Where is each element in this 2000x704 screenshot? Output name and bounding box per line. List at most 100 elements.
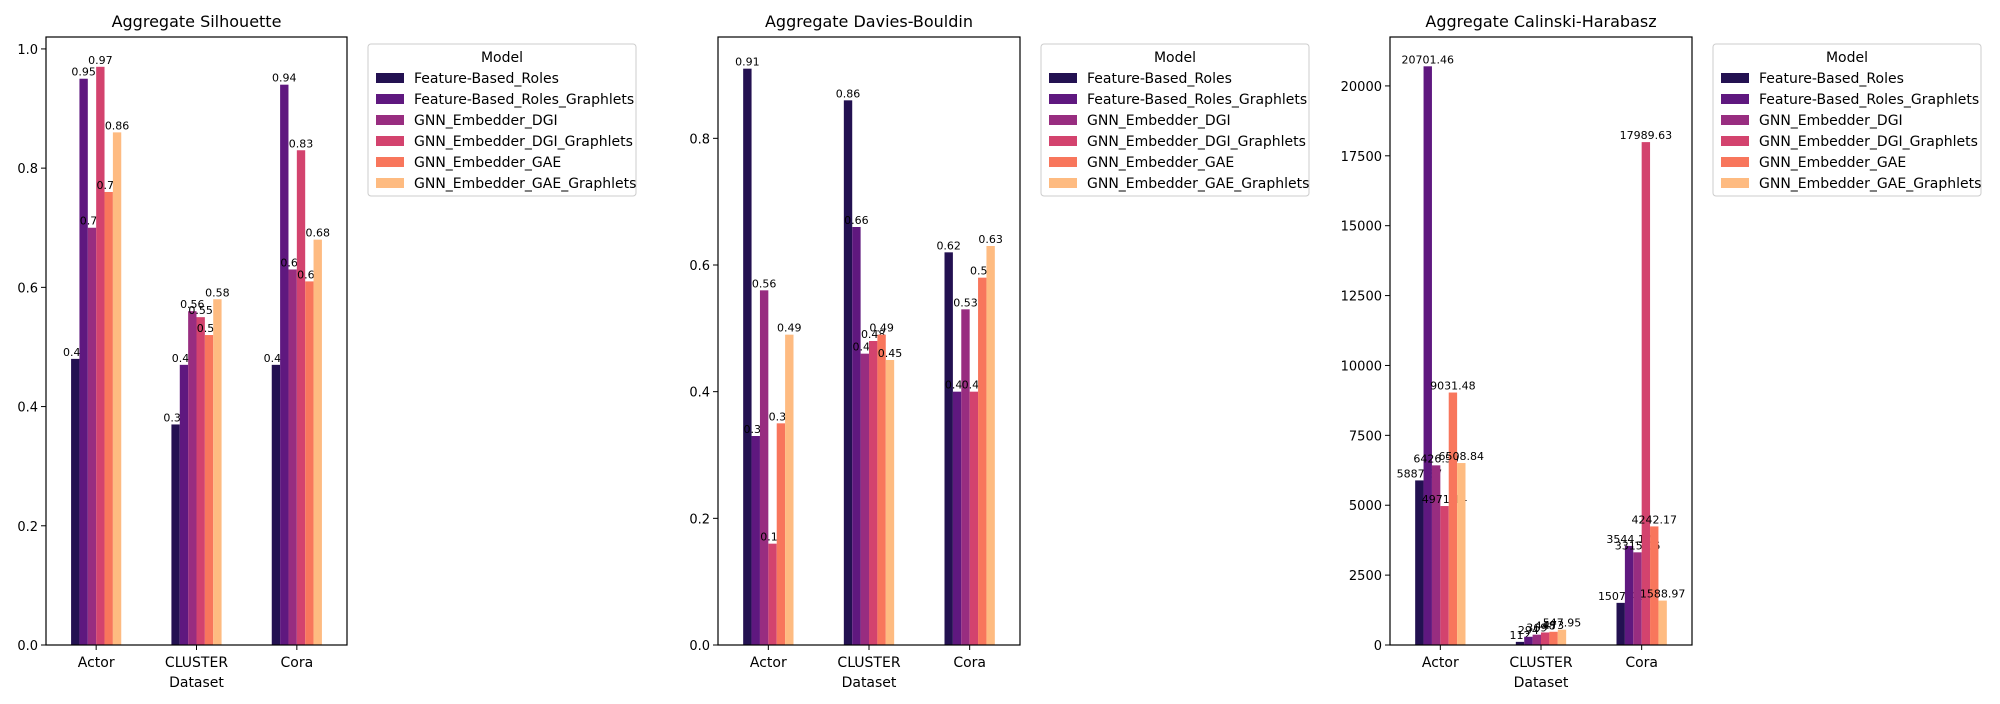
bar — [776, 423, 786, 645]
bar — [969, 391, 979, 645]
bar — [188, 311, 197, 645]
chart-panel-2: Aggregate Davies-Bouldin 0.0 0.2 0.4 0.6 0.8 A… — [689, 12, 1310, 691]
y-tick-label: 0.0 — [17, 639, 38, 654]
bar — [877, 334, 886, 645]
bar-value-label: 0.68 — [305, 227, 330, 240]
y-tick-label: 20000 — [1341, 80, 1382, 95]
legend-swatch — [376, 73, 404, 83]
bar — [112, 132, 122, 645]
bar-value-label: 6508.84 — [1439, 450, 1485, 463]
bar — [759, 290, 769, 645]
bar — [768, 543, 777, 645]
legend: Model Feature-Based_Roles Feature-Based_Ro… — [1712, 43, 1982, 197]
bar — [296, 150, 306, 646]
bar — [1650, 526, 1659, 645]
x-tick-label: CLUSTER — [165, 655, 228, 671]
bar-value-label: 0.45 — [878, 347, 903, 360]
legend-entry-label: GNN_Embedder_GAE_Graphlets — [1087, 176, 1309, 192]
plot-frame — [45, 36, 348, 646]
chart-title: Aggregate Calinski-Harabasz — [1425, 12, 1656, 31]
bar-value-label: 3544.17 — [1606, 533, 1652, 546]
legend-entry-label: Feature-Based_Roles — [414, 71, 559, 87]
x-tick-label: Cora — [1625, 655, 1658, 671]
bar-value-label: 0.95 — [71, 66, 96, 79]
bar — [1431, 465, 1441, 645]
x-tick-label: CLUSTER — [837, 655, 900, 671]
y-tick-label: 0.8 — [17, 162, 38, 177]
x-tick-label: Actor — [1422, 655, 1459, 671]
bar — [1440, 506, 1449, 645]
bar-value-label: 0.97 — [88, 54, 113, 67]
y-tick-label: 0.2 — [689, 512, 710, 527]
legend-entry-label: Feature-Based_Roles — [1087, 71, 1232, 87]
bar — [104, 191, 113, 645]
bar — [1658, 600, 1667, 645]
bar — [1557, 629, 1567, 645]
legend-entry-label: GNN_Embedder_DGI — [1759, 113, 1903, 129]
legend-swatch — [1721, 73, 1749, 83]
chart-panel-1: Aggregate Silhouette 0.0 0.2 0.4 0.6 0.8 1.0 Ac… — [17, 12, 637, 691]
y-tick-label: 0.8 — [689, 132, 710, 147]
legend: Model Feature-Based_Roles Feature-Based_Ro… — [367, 43, 637, 197]
x-tick-label: Actor — [750, 655, 787, 671]
x-tick-label: Cora — [953, 655, 986, 671]
bar — [860, 353, 869, 645]
legend-entry-label: Feature-Based_Roles — [1759, 71, 1904, 87]
bar-value-label: 294 — [1518, 624, 1539, 637]
legend-entry-label: Feature-Based_Roles_Graphlets — [1087, 92, 1307, 108]
legend-entry-label: Feature-Based_Roles_Graphlets — [1759, 92, 1979, 108]
y-tick-label: 0.4 — [17, 401, 38, 416]
x-axis-label: Dataset — [842, 675, 897, 691]
bar-value-label: 6426.50 — [1413, 452, 1459, 465]
y-tick-label: 0.6 — [17, 281, 38, 296]
legend-entry-label: GNN_Embedder_DGI — [1087, 113, 1231, 129]
bar-value-label: 369 — [1526, 622, 1547, 635]
bar-value-label: 4242.17 — [1632, 513, 1678, 526]
bar — [79, 78, 88, 646]
bar-value-label: 0.86 — [105, 119, 130, 132]
legend-swatch — [1049, 136, 1077, 146]
bar — [71, 358, 80, 645]
legend-swatch — [1049, 94, 1077, 104]
legend-swatch — [1721, 157, 1749, 167]
bar — [196, 317, 205, 645]
y-tick-label: 0 — [1374, 639, 1382, 654]
bar — [751, 436, 760, 645]
legend-entry-label: GNN_Embedder_GAE — [1087, 155, 1234, 171]
bar-value-label: 0.49 — [777, 322, 802, 335]
bar — [1415, 480, 1424, 645]
bar-value-label: 0.55 — [188, 304, 213, 317]
x-tick-label: Actor — [78, 655, 115, 671]
bar-value-label: 0.66 — [844, 214, 869, 227]
bar-value-label: 448 — [1535, 619, 1556, 632]
bar-value-label: 0.86 — [836, 87, 861, 100]
y-tick-label: 0.4 — [689, 386, 710, 401]
bar — [171, 424, 180, 645]
legend-title: Model — [481, 50, 523, 66]
bar — [986, 246, 995, 645]
bar — [1423, 66, 1432, 645]
bar — [944, 252, 953, 646]
legend-title: Model — [1826, 50, 1868, 66]
legend-swatch — [376, 136, 404, 146]
legend-swatch — [1049, 115, 1077, 125]
bar — [305, 281, 314, 645]
bar — [87, 227, 97, 645]
bar — [1457, 463, 1466, 645]
bar — [885, 360, 895, 645]
bar — [204, 335, 214, 645]
bar — [869, 341, 878, 645]
legend-frame — [1040, 43, 1310, 197]
legend-swatch — [1721, 136, 1749, 146]
y-tick-label: 17500 — [1341, 150, 1382, 165]
bar — [96, 66, 105, 645]
bar — [280, 84, 289, 645]
bar-value-label: 20701.46 — [1402, 53, 1455, 66]
bar — [852, 227, 861, 645]
bar-value-label: 473 — [1543, 619, 1564, 632]
bar — [978, 277, 987, 645]
bar — [179, 364, 189, 645]
bar-value-label: 0.63 — [978, 233, 1003, 246]
bar — [1541, 632, 1550, 645]
